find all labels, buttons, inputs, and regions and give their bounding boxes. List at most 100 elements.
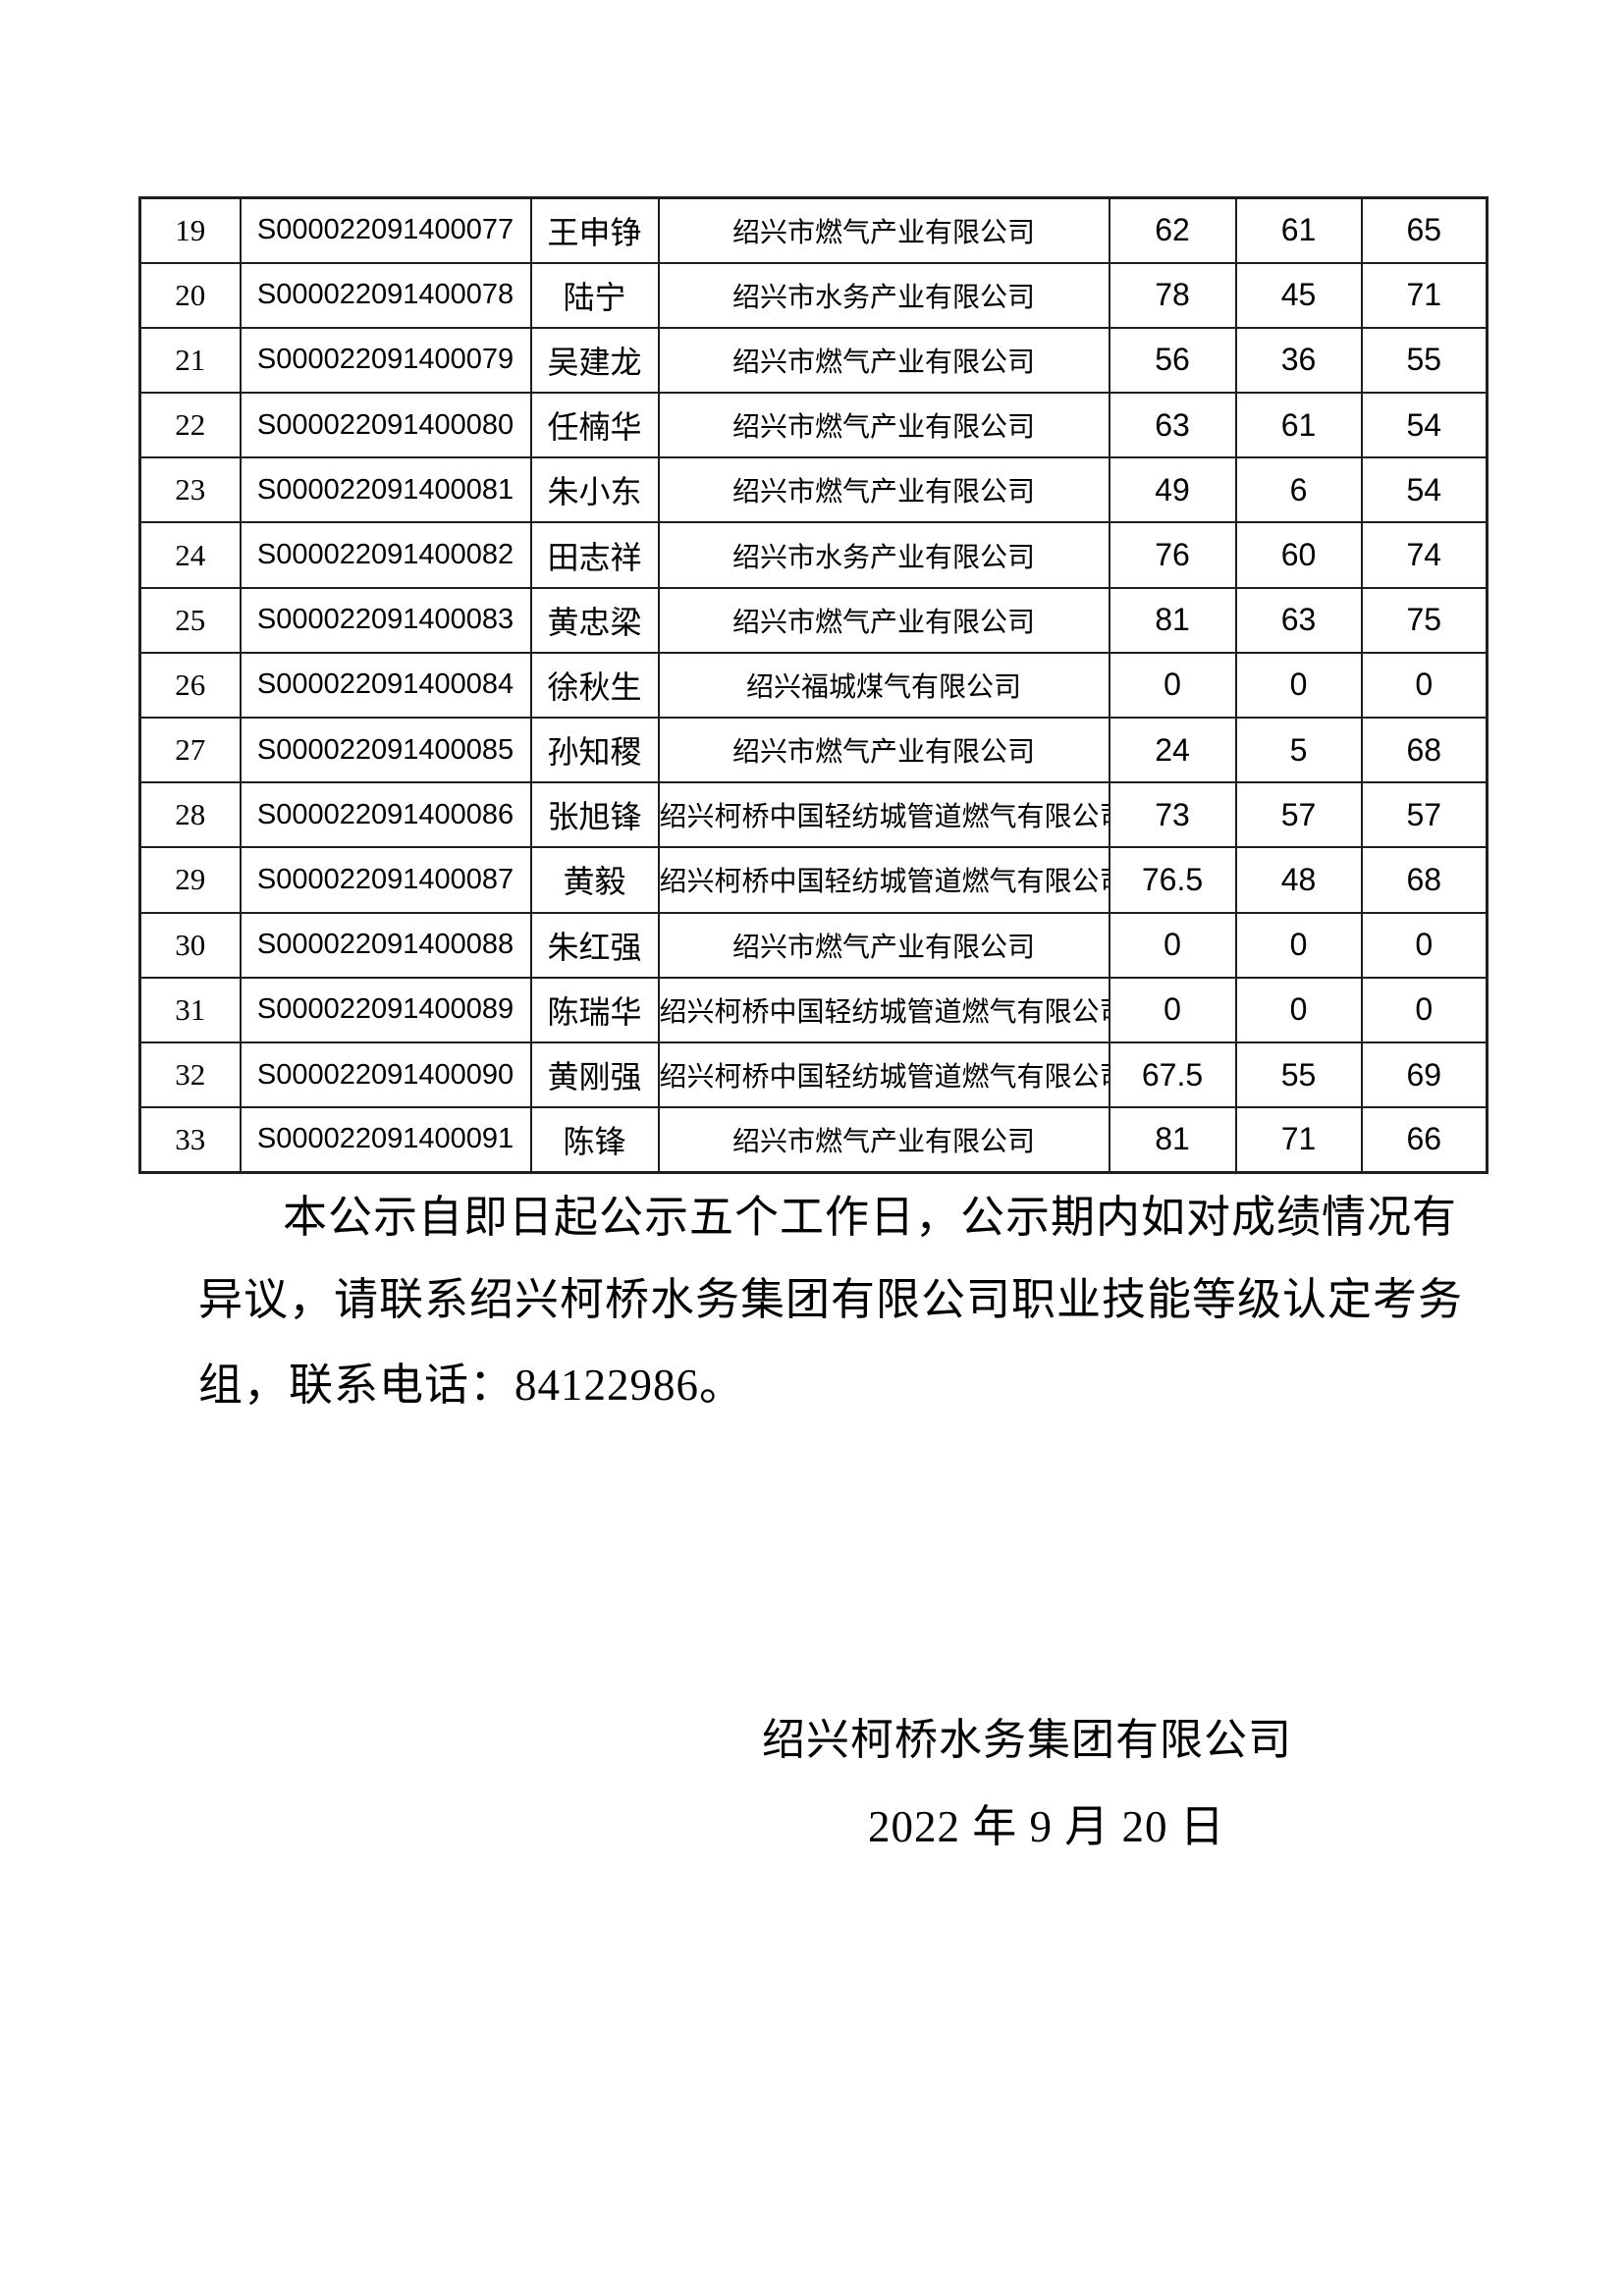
candidate-name-cell: 王申铮 [529, 196, 660, 264]
row-number-cell: 28 [138, 781, 242, 849]
score3-cell: 75 [1360, 586, 1489, 654]
company-cell: 绍兴市燃气产业有限公司 [657, 456, 1110, 524]
score1-cell: 73 [1108, 781, 1237, 849]
score2-cell: 45 [1234, 261, 1363, 329]
company-cell: 绍兴市水务产业有限公司 [657, 521, 1110, 589]
company-cell: 绍兴市燃气产业有限公司 [657, 1106, 1110, 1174]
row-number-cell: 25 [138, 586, 242, 654]
row-number-cell: 32 [138, 1041, 242, 1109]
table-row: 28 S000022091400086 张旭锋 绍兴柯桥中国轻纺城管道燃气有限公… [138, 781, 1489, 849]
candidate-id-cell: S000022091400089 [239, 976, 532, 1043]
score-table: 19 S000022091400077 王申铮 绍兴市燃气产业有限公司 62 6… [138, 196, 1489, 1174]
score2-cell: 57 [1234, 781, 1363, 849]
score3-cell: 68 [1360, 846, 1489, 914]
table-row: 25 S000022091400083 黄忠梁 绍兴市燃气产业有限公司 81 6… [138, 586, 1489, 654]
company-cell: 绍兴柯桥中国轻纺城管道燃气有限公司 [657, 976, 1110, 1043]
score1-cell: 81 [1108, 1106, 1237, 1174]
candidate-id-cell: S000022091400088 [239, 911, 532, 979]
score1-cell: 81 [1108, 586, 1237, 654]
score3-cell: 54 [1360, 392, 1489, 459]
table-row: 30 S000022091400088 朱红强 绍兴市燃气产业有限公司 0 0 … [138, 911, 1489, 979]
score3-cell: 55 [1360, 326, 1489, 395]
candidate-id-cell: S000022091400087 [239, 846, 532, 914]
candidate-id-cell: S000022091400078 [239, 261, 532, 329]
table-row: 23 S000022091400081 朱小东 绍兴市燃气产业有限公司 49 6… [138, 456, 1489, 524]
row-number-cell: 31 [138, 976, 242, 1043]
company-cell: 绍兴柯桥中国轻纺城管道燃气有限公司 [657, 1041, 1110, 1109]
table-row: 26 S000022091400084 徐秋生 绍兴福城煤气有限公司 0 0 0 [138, 651, 1489, 720]
score3-cell: 0 [1360, 911, 1489, 979]
row-number-cell: 30 [138, 911, 242, 979]
table-row: 19 S000022091400077 王申铮 绍兴市燃气产业有限公司 62 6… [138, 196, 1489, 264]
score3-cell: 57 [1360, 781, 1489, 849]
company-cell: 绍兴柯桥中国轻纺城管道燃气有限公司 [657, 781, 1110, 849]
candidate-id-cell: S000022091400077 [239, 196, 532, 264]
candidate-id-cell: S000022091400090 [239, 1041, 532, 1109]
score1-cell: 0 [1108, 651, 1237, 720]
candidate-id-cell: S000022091400086 [239, 781, 532, 849]
table-row: 22 S000022091400080 任楠华 绍兴市燃气产业有限公司 63 6… [138, 392, 1489, 459]
row-number-cell: 26 [138, 651, 242, 720]
score2-cell: 55 [1234, 1041, 1363, 1109]
company-cell: 绍兴市燃气产业有限公司 [657, 586, 1110, 654]
score2-cell: 5 [1234, 716, 1363, 784]
score3-cell: 0 [1360, 651, 1489, 720]
notice-paragraph-line-2: 异议，请联系绍兴柯桥水务集团有限公司职业技能等级认定考务 [198, 1275, 1464, 1324]
score1-cell: 78 [1108, 261, 1237, 329]
row-number-cell: 19 [138, 196, 242, 264]
table-row: 27 S000022091400085 孙知稷 绍兴市燃气产业有限公司 24 5… [138, 716, 1489, 784]
table-row: 33 S000022091400091 陈锋 绍兴市燃气产业有限公司 81 71… [138, 1106, 1489, 1174]
score2-cell: 48 [1234, 846, 1363, 914]
score2-cell: 0 [1234, 651, 1363, 720]
candidate-id-cell: S000022091400091 [239, 1106, 532, 1174]
company-cell: 绍兴市燃气产业有限公司 [657, 392, 1110, 459]
score1-cell: 56 [1108, 326, 1237, 395]
row-number-cell: 24 [138, 521, 242, 589]
table-row: 21 S000022091400079 吴建龙 绍兴市燃气产业有限公司 56 3… [138, 326, 1489, 395]
row-number-cell: 23 [138, 456, 242, 524]
company-cell: 绍兴市燃气产业有限公司 [657, 196, 1110, 264]
table-row: 29 S000022091400087 黄毅 绍兴柯桥中国轻纺城管道燃气有限公司… [138, 846, 1489, 914]
score2-cell: 71 [1234, 1106, 1363, 1174]
score2-cell: 61 [1234, 196, 1363, 264]
score1-cell: 76 [1108, 521, 1237, 589]
candidate-id-cell: S000022091400084 [239, 651, 532, 720]
candidate-id-cell: S000022091400085 [239, 716, 532, 784]
candidate-name-cell: 朱红强 [529, 911, 660, 979]
candidate-id-cell: S000022091400083 [239, 586, 532, 654]
score1-cell: 24 [1108, 716, 1237, 784]
row-number-cell: 20 [138, 261, 242, 329]
score3-cell: 71 [1360, 261, 1489, 329]
candidate-name-cell: 陈瑞华 [529, 976, 660, 1043]
candidate-name-cell: 陈锋 [529, 1106, 660, 1174]
score2-cell: 36 [1234, 326, 1363, 395]
score3-cell: 69 [1360, 1041, 1489, 1109]
notice-paragraph-line-3: 组，联系电话：84122986。 [198, 1361, 745, 1410]
candidate-id-cell: S000022091400080 [239, 392, 532, 459]
company-cell: 绍兴市燃气产业有限公司 [657, 326, 1110, 395]
signature-date: 2022 年 9 月 20 日 [868, 1802, 1225, 1851]
score2-cell: 6 [1234, 456, 1363, 524]
score2-cell: 0 [1234, 911, 1363, 979]
score3-cell: 68 [1360, 716, 1489, 784]
company-cell: 绍兴市燃气产业有限公司 [657, 911, 1110, 979]
score-table-body: 19 S000022091400077 王申铮 绍兴市燃气产业有限公司 62 6… [138, 196, 1489, 1174]
score1-cell: 63 [1108, 392, 1237, 459]
company-cell: 绍兴柯桥中国轻纺城管道燃气有限公司 [657, 846, 1110, 914]
candidate-name-cell: 孙知稷 [529, 716, 660, 784]
signature-company: 绍兴柯桥水务集团有限公司 [762, 1716, 1292, 1764]
candidate-id-cell: S000022091400082 [239, 521, 532, 589]
candidate-name-cell: 陆宁 [529, 261, 660, 329]
row-number-cell: 22 [138, 392, 242, 459]
candidate-name-cell: 朱小东 [529, 456, 660, 524]
score3-cell: 54 [1360, 456, 1489, 524]
company-cell: 绍兴市水务产业有限公司 [657, 261, 1110, 329]
candidate-name-cell: 黄忠梁 [529, 586, 660, 654]
score3-cell: 74 [1360, 521, 1489, 589]
table-row: 20 S000022091400078 陆宁 绍兴市水务产业有限公司 78 45… [138, 261, 1489, 329]
candidate-id-cell: S000022091400079 [239, 326, 532, 395]
row-number-cell: 29 [138, 846, 242, 914]
score1-cell: 67.5 [1108, 1041, 1237, 1109]
score1-cell: 62 [1108, 196, 1237, 264]
